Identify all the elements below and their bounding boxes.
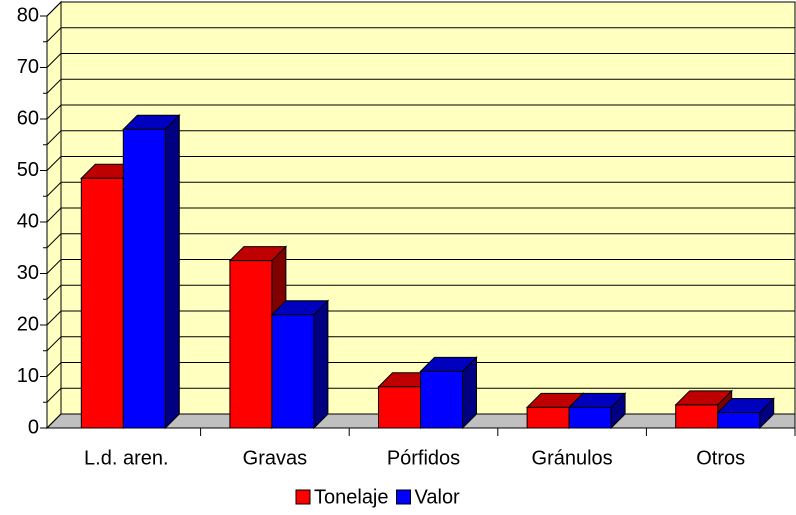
x-tick-label: Otros [696,447,745,469]
grid-line [46,336,795,352]
grid-line [46,310,795,326]
bar-front [675,404,719,429]
grid-line [46,207,795,223]
bar-front [122,128,166,429]
x-tick-label: L.d. aren. [84,447,169,469]
grid-line [46,259,795,274]
bar-front [568,406,612,429]
bar-side [313,299,329,430]
legend-label: Valor [415,486,461,508]
bar-front [80,177,124,429]
bar [270,299,330,430]
grid-line [46,284,795,300]
bar-front [420,370,463,429]
y-tick-label: 70 [17,56,39,78]
grid-line [46,27,795,43]
x-tick-label: Gravas [243,447,307,469]
grid-line [46,104,795,120]
grid-line [46,387,795,403]
grid-line [46,78,795,94]
bar-front [717,412,761,429]
y-tick-label: 60 [17,107,39,129]
bar [567,392,627,430]
y-tick-label: 40 [17,210,39,232]
legend-swatch [396,489,412,505]
grid-line [46,233,795,249]
bar-front [271,314,315,429]
y-tick-label: 30 [17,262,39,284]
bar-front [378,386,421,429]
y-tick-label: 80 [17,4,39,26]
grid-line [46,53,795,68]
bar-front [526,406,570,429]
x-tick-label: Pórfidos [387,447,460,469]
x-tick-label: Gránulos [532,447,613,469]
grid-line [46,1,795,17]
grid-line [46,156,795,171]
grid-line [46,362,795,377]
y-tick-label: 50 [17,159,39,181]
bar [419,356,478,430]
grid-line [46,181,795,197]
y-tick-label: 20 [17,313,39,335]
bar [674,389,733,430]
y-tick-label: 0 [28,416,39,438]
legend-swatch [295,489,311,505]
legend-label: Tonelaje [314,486,389,508]
y-tick-label: 10 [17,365,39,387]
grid-line [46,130,795,146]
bar-side [164,114,180,430]
bar [122,114,181,430]
bar [716,397,775,430]
bar-front [229,260,273,429]
